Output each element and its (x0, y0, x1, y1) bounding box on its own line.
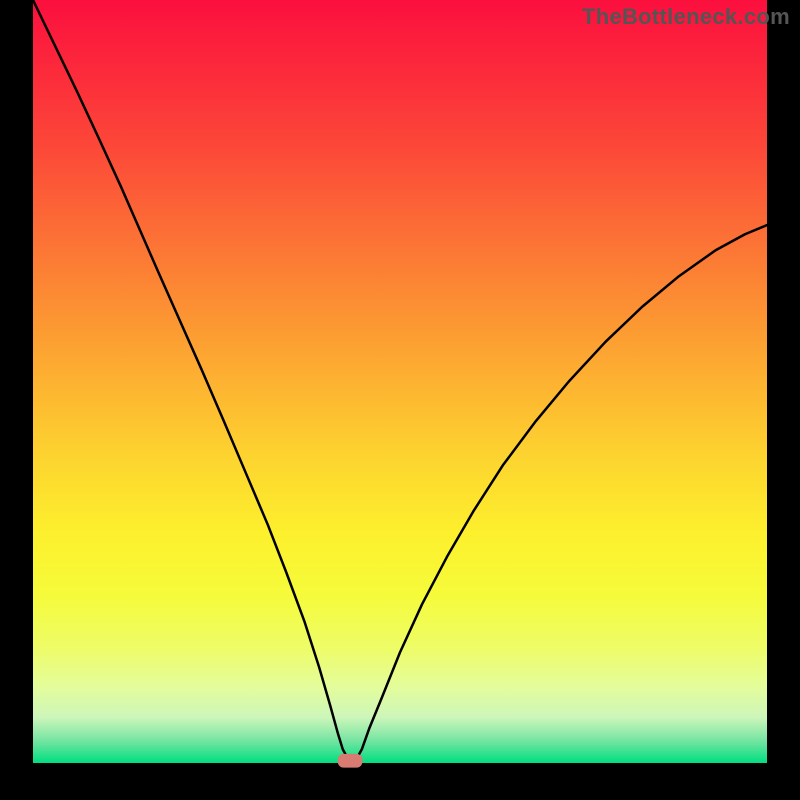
plot-background (33, 0, 767, 763)
bottleneck-chart (0, 0, 800, 800)
optimal-marker (338, 754, 363, 768)
chart-container: TheBottleneck.com (0, 0, 800, 800)
watermark-label: TheBottleneck.com (582, 4, 790, 30)
